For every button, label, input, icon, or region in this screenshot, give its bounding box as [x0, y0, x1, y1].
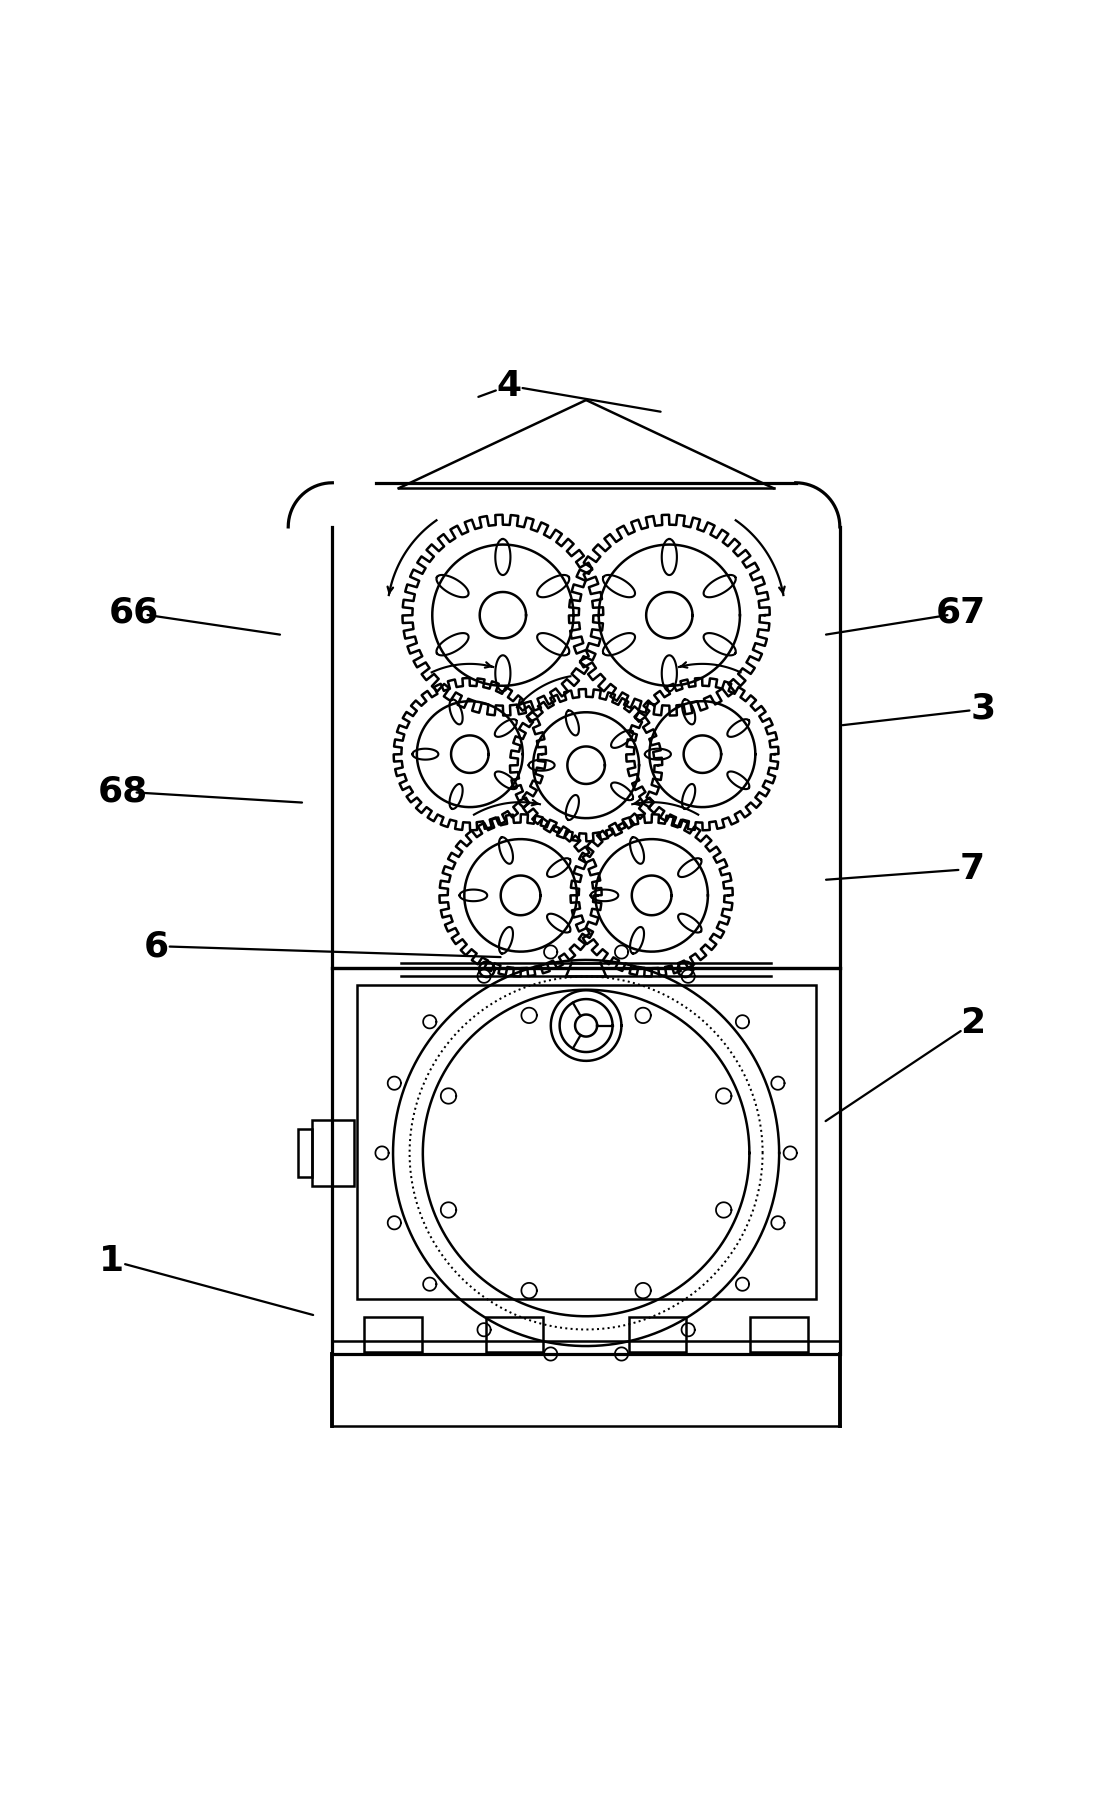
- Bar: [486, 1317, 543, 1353]
- Text: 68: 68: [97, 774, 148, 808]
- Text: 7: 7: [960, 851, 984, 886]
- Bar: [356, 985, 815, 1299]
- Text: 67: 67: [936, 595, 987, 630]
- Bar: [299, 1129, 313, 1178]
- Text: 1: 1: [100, 1243, 124, 1277]
- Text: 4: 4: [497, 368, 521, 402]
- Bar: [751, 1317, 807, 1353]
- Bar: [333, 969, 839, 1355]
- Text: 66: 66: [108, 595, 159, 630]
- Bar: [364, 1317, 421, 1353]
- Text: 6: 6: [144, 929, 168, 963]
- Bar: [313, 1120, 354, 1185]
- Text: 3: 3: [971, 693, 995, 725]
- Text: 2: 2: [960, 1007, 984, 1041]
- Bar: [629, 1317, 687, 1353]
